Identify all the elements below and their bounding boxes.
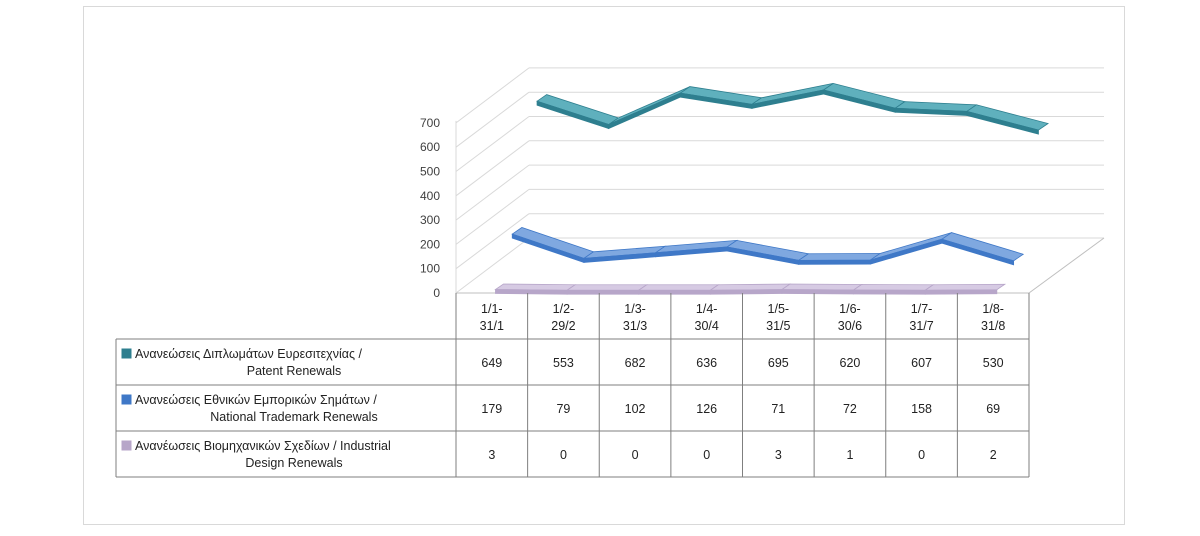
table-cell-value: 636 [696, 356, 717, 370]
table-cell-value: 158 [911, 402, 932, 416]
legend-label-2: National Trademark Renewals [210, 410, 377, 424]
series-3-ribbon-top [637, 284, 720, 291]
legend-label-1: Ανανεώσεις Διπλωμάτων Ευρεσιτεχνίας / [135, 347, 362, 361]
category-label: 31/1 [480, 319, 504, 333]
series-3-ribbon-face [495, 289, 568, 295]
series-layer [494, 82, 1049, 295]
table-cell-value: 1 [846, 448, 853, 462]
category-label: 31/5 [766, 319, 790, 333]
table-cell-value: 2 [990, 448, 997, 462]
table-cell-value: 3 [488, 448, 495, 462]
table-cell-value: 102 [625, 402, 646, 416]
table-cell-value: 69 [986, 402, 1000, 416]
gridline-side [455, 91, 530, 148]
category-label: 1/3- [624, 302, 646, 316]
category-label: 29/2 [551, 319, 575, 333]
gridline-side [455, 164, 530, 221]
series-2-ribbon-face [869, 238, 943, 265]
series-1-line [536, 82, 1049, 135]
legend-label-3: Ανανέωσεις Βιομηχανικών Σχεδίων / Indust… [135, 439, 391, 453]
series-3-ribbon-face [709, 289, 783, 295]
category-label: 1/4- [696, 302, 718, 316]
series-3-ribbon-top [923, 283, 1007, 291]
series-3-line [494, 283, 1007, 295]
series-2-ribbon-top [870, 232, 952, 261]
y-tick-label: 100 [420, 262, 440, 276]
category-label: 30/6 [838, 319, 862, 333]
category-label: 1/6- [839, 302, 861, 316]
table-cell-value: 3 [775, 448, 782, 462]
category-label: 31/7 [909, 319, 933, 333]
y-tick-label: 0 [433, 286, 440, 300]
table-cell-value: 79 [556, 402, 570, 416]
series-3-ribbon-face [638, 289, 711, 295]
category-label: 1/8- [982, 302, 1004, 316]
series-1-ribbon-face [608, 92, 681, 130]
chart-frame: 0 100 200 300 400 500 600 700 1/1- 31/1 1/2- 29/2 1… [83, 6, 1125, 525]
category-label: 30/4 [695, 319, 719, 333]
table-cell-value: 0 [560, 448, 567, 462]
series-2-ribbon-face [798, 259, 871, 265]
legend-label-2: Ανανεώσεις Εθνικών Εμπορικών Σημάτων / [135, 393, 377, 407]
y-tick-label: 700 [420, 116, 440, 130]
series-3-ribbon-top [780, 283, 863, 291]
y-tick-label: 300 [420, 213, 440, 227]
legend-key-2 [121, 394, 132, 405]
series-2-ribbon-top [797, 253, 882, 261]
series-3-ribbon-face [924, 289, 998, 295]
series-3-ribbon-top [852, 284, 935, 291]
category-label: 1/1- [481, 302, 503, 316]
table-cell-value: 0 [632, 448, 639, 462]
table-cell-value: 607 [911, 356, 932, 370]
gridline-side [455, 237, 530, 294]
series-2-ribbon-top [511, 227, 595, 259]
gridline-side [455, 189, 530, 245]
y-tick-label: 200 [420, 237, 440, 251]
table-cell-value: 71 [771, 402, 785, 416]
series-3-ribbon-top [565, 284, 649, 291]
table-cell-value: 649 [481, 356, 502, 370]
table-cell-value: 179 [481, 402, 502, 416]
category-label: 1/7- [911, 302, 933, 316]
gridline-side [455, 140, 530, 197]
legend-key-3 [121, 440, 132, 451]
y-tick-label: 400 [420, 189, 440, 203]
legend-key-1 [121, 348, 132, 359]
legend-label-1: Patent Renewals [247, 364, 342, 378]
table-cell-value: 553 [553, 356, 574, 370]
table-cell-value: 530 [983, 356, 1004, 370]
category-label: 1/5- [768, 302, 790, 316]
table-cell-value: 682 [625, 356, 646, 370]
floor-right-edge [1028, 237, 1105, 294]
table-cell-value: 695 [768, 356, 789, 370]
y-tick-label: 500 [420, 165, 440, 179]
table-cell-value: 0 [703, 448, 710, 462]
series-3-ribbon-face [781, 289, 854, 295]
series-3-ribbon-face [566, 289, 640, 295]
gridline-side [455, 67, 530, 124]
data-table: 1/1- 31/1 1/2- 29/2 1/3- 31/3 1/4- 30/4 1/5- 31/5… [115, 293, 1030, 478]
table-cell-value: 0 [918, 448, 925, 462]
gridline-side [455, 213, 530, 270]
table-cell-value: 72 [843, 402, 857, 416]
series-3-ribbon-face [853, 289, 926, 295]
category-label: 31/8 [981, 319, 1005, 333]
series-2-ribbon-face [941, 238, 1015, 266]
category-label: 31/3 [623, 319, 647, 333]
table-cell-value: 126 [696, 402, 717, 416]
gridline-side [455, 116, 530, 172]
series-1-ribbon-face [966, 110, 1039, 135]
legend-label-3: Design Renewals [245, 456, 342, 470]
table-cell-value: 620 [840, 356, 861, 370]
series-2-line [511, 227, 1025, 266]
category-label: 1/2- [553, 302, 575, 316]
y-tick-label: 600 [420, 140, 440, 154]
